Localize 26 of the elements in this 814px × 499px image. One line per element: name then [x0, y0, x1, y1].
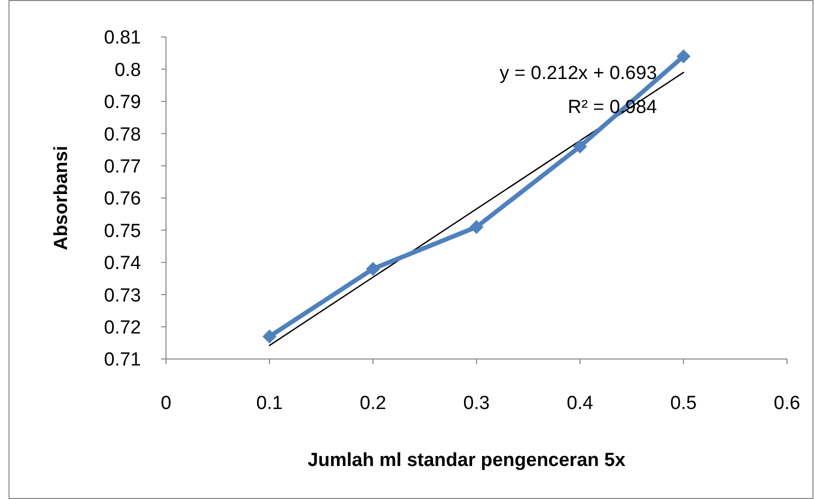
point	[573, 139, 587, 154]
y-tick-label: 0.81	[104, 28, 141, 49]
point	[262, 329, 276, 344]
x-axis-title: Jumlah ml standar pengenceran 5x	[308, 450, 626, 471]
point	[470, 220, 484, 234]
y-tick-label: 0.73	[104, 285, 141, 306]
x-tick-label: 0.2	[360, 393, 386, 414]
point	[366, 262, 380, 276]
annotation: y = 0.212x + 0.693	[500, 63, 657, 84]
point	[676, 49, 690, 64]
x-tick-label: 0.1	[256, 393, 283, 414]
y-axis-title: Absorbansi	[51, 146, 72, 250]
y-tick-label: 0.79	[104, 92, 141, 114]
y-tick-label: 0.76	[104, 188, 141, 210]
x-tick-label: 0	[160, 393, 172, 414]
x-tick-label: 0.4	[566, 393, 594, 414]
y-tick-label: 0.8	[114, 60, 141, 81]
y-tick-label: 0.78	[104, 124, 141, 146]
y-tick-label: 0.71	[104, 350, 141, 371]
x-tick-label: 0.6	[774, 393, 800, 414]
y-tick-label: 0.77	[104, 156, 141, 178]
y-tick-label: 0.75	[104, 220, 141, 242]
x-tick-label: 0.3	[463, 393, 490, 414]
y-tick-label: 0.72	[104, 317, 141, 338]
y-tick-label: 0.74	[104, 253, 142, 274]
x-tick-label: 0.5	[670, 393, 697, 414]
